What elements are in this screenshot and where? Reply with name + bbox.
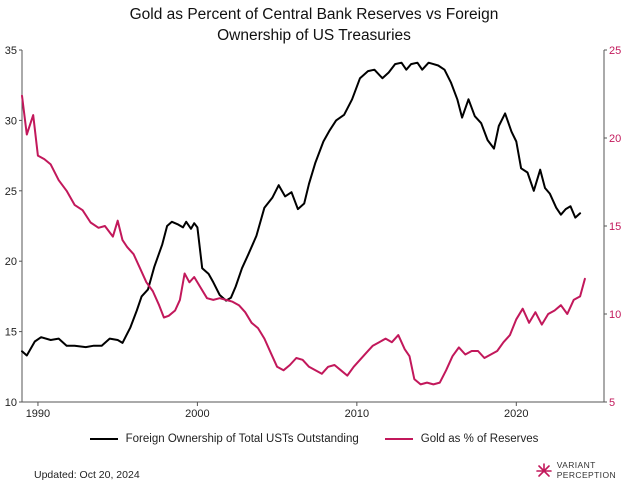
logo-text: VARIANT PERCEPTION: [556, 460, 616, 480]
tick-labels: 10 15 20 25 30 35 5 10 15 20 25 1990 2000 2010 2020: [5, 45, 622, 420]
left-tick-label: 35: [5, 45, 17, 57]
right-tick-label: 10: [609, 309, 621, 321]
left-tick-label: 20: [5, 256, 17, 268]
chart-title: Gold as Percent of Central Bank Reserves…: [0, 4, 628, 46]
legend-swatch-ust: [89, 438, 118, 440]
left-tick-label: 10: [5, 397, 17, 409]
sunburst-icon: [535, 462, 552, 477]
chart-title-line-1: Gold as Percent of Central Bank Reserves…: [129, 6, 499, 23]
axes: [19, 49, 607, 406]
x-tick-label: 1990: [26, 408, 50, 420]
left-tick-label: 30: [5, 115, 17, 127]
left-tick-label: 15: [5, 327, 17, 339]
series-line-ust: [21, 61, 582, 357]
brand-logo: VARIANT PERCEPTION: [535, 460, 616, 480]
x-tick-label: 2020: [504, 408, 528, 420]
logo-line-2: PERCEPTION: [556, 469, 616, 480]
legend-label-ust: Foreign Ownership of Total USTs Outstand…: [125, 433, 359, 445]
right-tick-label: 5: [609, 397, 615, 409]
legend: Foreign Ownership of Total USTs Outstand…: [0, 433, 628, 445]
legend-item-gold: Gold as % of Reserves: [384, 433, 539, 445]
left-tick-label: 25: [5, 186, 17, 198]
right-tick-label: 20: [609, 133, 621, 145]
legend-label-gold: Gold as % of Reserves: [420, 433, 539, 445]
right-tick-label: 15: [609, 221, 621, 233]
chart-plot: 10 15 20 25 30 35 5 10 15 20 25 1990 2000 2010 2020: [5, 45, 622, 420]
x-tick-label: 2000: [185, 408, 209, 420]
series-lines: [21, 61, 586, 386]
legend-swatch-gold: [384, 438, 413, 440]
series-line-gold: [21, 94, 586, 386]
right-tick-label: 25: [609, 45, 621, 57]
x-tick-label: 2010: [345, 408, 369, 420]
chart-title-line-2: Ownership of US Treasuries: [217, 27, 411, 44]
legend-item-ust: Foreign Ownership of Total USTs Outstand…: [89, 433, 359, 445]
logo-line-1: VARIANT: [556, 460, 596, 470]
updated-date: Updated: Oct 20, 2024: [34, 469, 140, 481]
